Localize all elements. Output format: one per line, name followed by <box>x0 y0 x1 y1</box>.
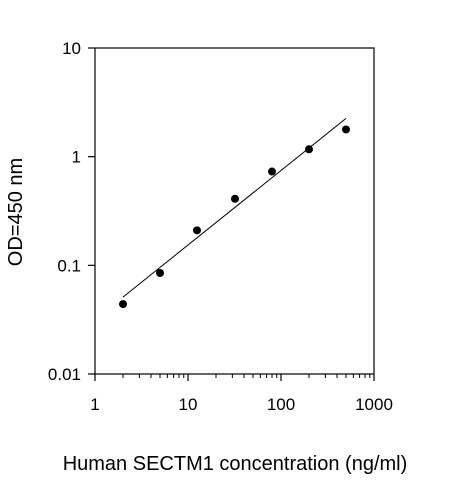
fit-line <box>122 118 347 298</box>
data-point <box>230 194 239 203</box>
data-point <box>193 226 202 235</box>
data-point <box>118 300 127 309</box>
x-tick-label: 10 <box>179 395 198 414</box>
y-tick-label: 1 <box>72 148 81 167</box>
x-tick-label: 1 <box>90 395 99 414</box>
fit-line-group <box>122 118 347 298</box>
y-tick-label: 0.01 <box>48 365 81 384</box>
x-tick-label: 100 <box>267 395 295 414</box>
data-point <box>342 125 351 134</box>
data-point <box>156 269 165 278</box>
data-point <box>267 167 276 176</box>
axes <box>94 47 375 375</box>
x-axis-title: Human SECTM1 concentration (ng/ml) <box>63 453 408 475</box>
data-points <box>118 125 351 309</box>
data-point <box>304 145 313 154</box>
plot-frame <box>94 47 375 375</box>
y-axis-title: OD=450 nm <box>5 158 27 266</box>
x-tick-label: 1000 <box>355 395 393 414</box>
y-tick-label: 0.1 <box>57 256 81 275</box>
ticks: 0.01 0.1 1 10 1 10 100 1000 <box>48 39 393 414</box>
y-tick-label: 10 <box>62 39 81 58</box>
